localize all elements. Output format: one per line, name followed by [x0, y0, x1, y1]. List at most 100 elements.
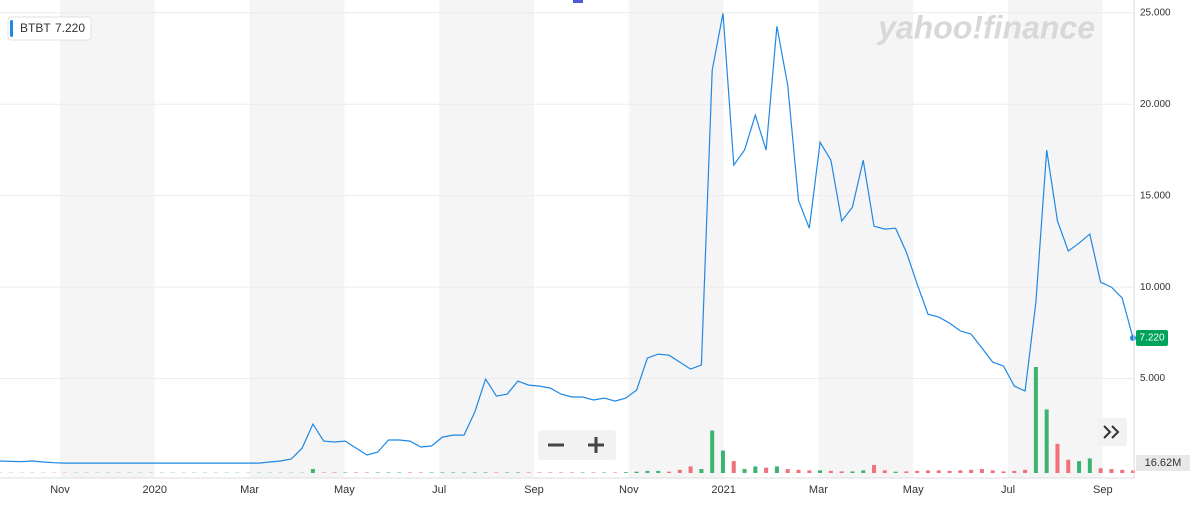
volume-bar	[440, 472, 444, 473]
volume-bar	[958, 470, 962, 473]
volume-bar	[1066, 460, 1070, 473]
volume-bar	[1055, 444, 1059, 473]
volume-bar	[451, 472, 455, 473]
volume-bar	[926, 470, 930, 473]
volume-bar	[721, 450, 725, 473]
x-tick-label: May	[903, 484, 924, 496]
volume-bar	[1034, 367, 1038, 473]
scroll-button[interactable]	[1097, 418, 1127, 446]
volume-bar	[1045, 409, 1049, 473]
volume-bar	[397, 472, 401, 473]
volume-bar	[570, 472, 574, 473]
volume-bar	[505, 472, 509, 473]
y-tick-label: 5.000	[1140, 373, 1165, 384]
volume-bar	[1088, 458, 1092, 473]
volume-bar	[1109, 469, 1113, 473]
volume-bar	[937, 470, 941, 473]
y-tick-label: 25.000	[1140, 7, 1171, 18]
volume-bar	[796, 470, 800, 473]
volume-bar	[624, 472, 628, 473]
quote-color-chip	[10, 20, 13, 37]
y-tick-label: 10.000	[1140, 282, 1171, 293]
volume-bar	[807, 470, 811, 473]
x-tick-label: Sep	[1093, 484, 1113, 496]
x-tick-label: Sep	[524, 484, 544, 496]
volume-bar	[743, 469, 747, 473]
volume-bar	[764, 468, 768, 473]
x-tick-label: Jul	[1001, 484, 1015, 496]
y-tick-label: 15.000	[1140, 190, 1171, 201]
volume-bar	[311, 469, 315, 473]
volume-bar	[1077, 461, 1081, 473]
volume-bar	[613, 472, 617, 473]
volume-bar	[850, 471, 854, 473]
quote-symbol: BTBT	[20, 21, 51, 35]
scroll-box[interactable]	[1097, 418, 1127, 446]
volume-bar	[591, 472, 595, 473]
x-tick-label: 2021	[711, 484, 735, 496]
volume-bar	[516, 472, 520, 473]
volume-bar	[861, 470, 865, 473]
volume-bar	[753, 466, 757, 473]
volume-bar	[559, 472, 563, 473]
shaded-band	[629, 0, 724, 478]
shaded-band	[60, 0, 155, 478]
volume-bar	[991, 470, 995, 473]
volume-bar	[322, 472, 326, 473]
volume-bar	[602, 472, 606, 473]
x-tick-label: Nov	[50, 484, 70, 496]
zoom-controls	[538, 430, 616, 460]
volume-bar	[645, 471, 649, 473]
volume-bar	[354, 472, 358, 473]
volume-bar	[872, 465, 876, 473]
volume-bar	[732, 461, 736, 473]
volume-bar	[365, 472, 369, 473]
x-tick-label: Mar	[240, 484, 259, 496]
volume-bar	[904, 471, 908, 473]
volume-bar	[710, 431, 714, 473]
x-tick-label: 2020	[143, 484, 167, 496]
volume-bar	[343, 472, 347, 473]
volume-bar	[430, 472, 434, 473]
shaded-band	[818, 0, 913, 478]
volume-bar	[915, 471, 919, 473]
brand-logo: yahoo!finance	[876, 9, 1095, 45]
volume-bar	[1012, 471, 1016, 473]
quote-badge: BTBT 7.220	[8, 17, 91, 40]
volume-bar	[548, 472, 552, 473]
volume-bar	[678, 470, 682, 473]
volume-bar	[786, 469, 790, 473]
volume-bar	[667, 472, 671, 473]
volume-bar	[840, 471, 844, 473]
volume-bar	[484, 472, 488, 473]
volume-bar	[1002, 471, 1006, 473]
volume-bar	[1099, 468, 1103, 473]
volume-bar	[581, 472, 585, 473]
volume-bar	[775, 466, 779, 473]
last-point	[1130, 335, 1136, 341]
volume-bar	[894, 472, 898, 473]
shaded-band	[1008, 0, 1103, 478]
volume-bar	[1023, 470, 1027, 473]
volume-bar	[419, 472, 423, 473]
volume-bar	[408, 472, 412, 473]
volume-bar	[538, 472, 542, 473]
y-tick-label: 20.000	[1140, 99, 1171, 110]
shaded-band	[250, 0, 345, 478]
x-tick-label: May	[334, 484, 355, 496]
volume-bar	[1120, 470, 1124, 473]
volume-bar	[527, 472, 531, 473]
x-tick-label: Mar	[809, 484, 828, 496]
x-tick-label: Jul	[432, 484, 446, 496]
volume-bar	[948, 471, 952, 473]
volume-bar	[656, 471, 660, 473]
price-badge: 7.220	[1139, 333, 1164, 344]
volume-bar	[969, 470, 973, 473]
volume-bar	[333, 472, 337, 473]
volume-bar	[980, 469, 984, 473]
x-tick-label: Nov	[619, 484, 639, 496]
volume-bar	[883, 470, 887, 473]
volume-bar	[635, 472, 639, 473]
